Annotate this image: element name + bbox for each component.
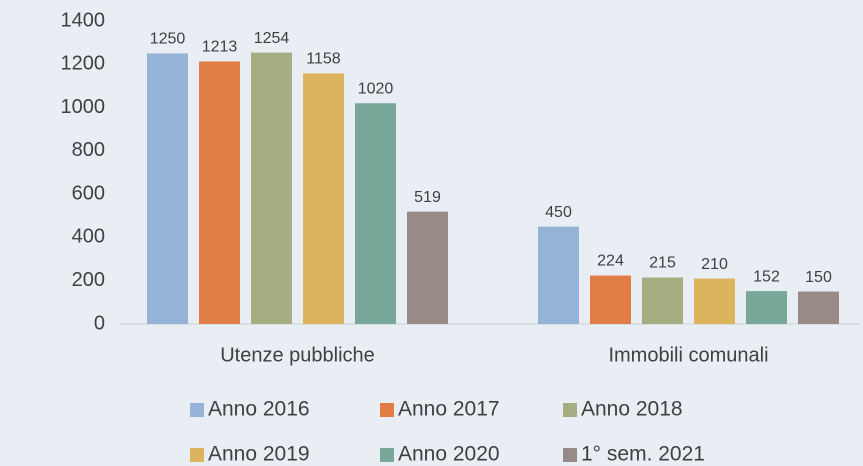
y-tick-label: 600 xyxy=(72,182,105,204)
value-label: 152 xyxy=(753,268,780,285)
bar xyxy=(538,226,579,324)
value-label: 1213 xyxy=(202,39,238,56)
legend-swatch xyxy=(563,448,577,462)
bar xyxy=(590,275,631,324)
legend-swatch xyxy=(563,403,577,417)
bar xyxy=(798,291,839,324)
bar xyxy=(746,291,787,324)
value-label: 224 xyxy=(597,253,624,270)
y-tick-label: 1000 xyxy=(61,96,106,118)
bar xyxy=(303,73,344,324)
value-label: 519 xyxy=(414,189,441,206)
bar xyxy=(199,61,240,325)
value-label: 1250 xyxy=(150,31,186,48)
value-label: 210 xyxy=(701,256,728,273)
legend-label: Anno 2016 xyxy=(208,398,310,421)
bar xyxy=(642,277,683,324)
value-label: 1158 xyxy=(306,51,341,68)
bar xyxy=(694,278,735,324)
value-label: 150 xyxy=(805,269,832,286)
legend-swatch xyxy=(190,448,204,462)
legend-label: Anno 2017 xyxy=(398,398,500,421)
y-tick-label: 400 xyxy=(72,226,105,248)
y-tick-label: 0 xyxy=(94,312,105,334)
bar xyxy=(355,103,396,324)
x-tick-label: Immobili comunali xyxy=(608,344,768,366)
x-tick-label: Utenze pubbliche xyxy=(220,344,375,366)
legend-swatch xyxy=(380,403,394,417)
y-tick-label: 800 xyxy=(72,139,105,161)
bar xyxy=(251,52,292,324)
legend-label: Anno 2019 xyxy=(208,443,310,466)
value-label: 450 xyxy=(545,204,572,221)
value-label: 1020 xyxy=(358,80,394,97)
bar xyxy=(407,211,448,324)
y-tick-label: 1200 xyxy=(61,53,106,75)
legend-label: Anno 2018 xyxy=(581,398,683,421)
y-tick-label: 200 xyxy=(72,269,105,291)
value-label: 215 xyxy=(649,255,676,272)
bar xyxy=(147,53,188,324)
legend-label: Anno 2020 xyxy=(398,443,500,466)
legend-label: 1° sem. 2021 xyxy=(581,443,705,466)
legend-swatch xyxy=(380,448,394,462)
y-tick-label: 1400 xyxy=(61,9,106,31)
value-label: 1254 xyxy=(254,30,290,47)
legend-swatch xyxy=(190,403,204,417)
